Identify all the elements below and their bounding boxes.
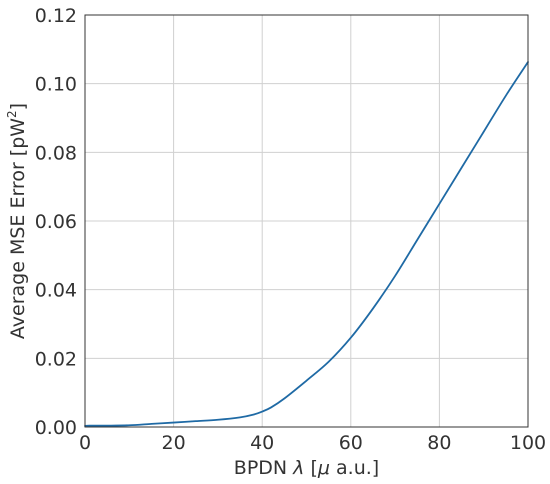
y-axis-label-superscript: 2 [5, 110, 19, 118]
x-tick-label: 100 [510, 432, 546, 454]
y-tick-label: 0.00 [35, 417, 77, 439]
y-tick-label: 0.02 [35, 348, 77, 370]
y-tick-label: 0.08 [35, 142, 77, 164]
x-axis-label: BPDN λ [μ a.u.] [234, 457, 379, 479]
x-axis-label-bracket: [ [304, 457, 317, 479]
x-axis-tick-labels: 0 20 40 60 80 100 [79, 432, 546, 454]
x-tick-label: 60 [339, 432, 363, 454]
x-axis-label-suffix: a.u.] [330, 457, 379, 479]
x-tick-label: 20 [162, 432, 186, 454]
y-axis-label-end: ] [7, 103, 29, 110]
y-axis-label: Average MSE Error [pW2] [5, 103, 29, 339]
x-tick-label: 80 [427, 432, 451, 454]
x-axis-label-mu: μ [317, 457, 330, 479]
series-layer [84, 61, 529, 427]
x-tick-label: 40 [250, 432, 274, 454]
x-axis-label-prefix: BPDN [234, 457, 293, 479]
y-axis-label-main: Average MSE Error [pW [7, 118, 29, 339]
y-tick-label: 0.06 [35, 211, 77, 233]
x-axis-label-lambda: λ [292, 457, 304, 479]
y-tick-label: 0.10 [35, 74, 77, 96]
x-tick-label: 0 [79, 432, 91, 454]
grid [84, 14, 529, 428]
plot-frame [84, 14, 529, 428]
y-tick-label: 0.12 [35, 5, 77, 27]
y-tick-label: 0.04 [35, 280, 77, 302]
series-line [84, 61, 529, 427]
y-axis-tick-labels: 0.00 0.02 0.04 0.06 0.08 0.10 0.12 [35, 5, 77, 439]
